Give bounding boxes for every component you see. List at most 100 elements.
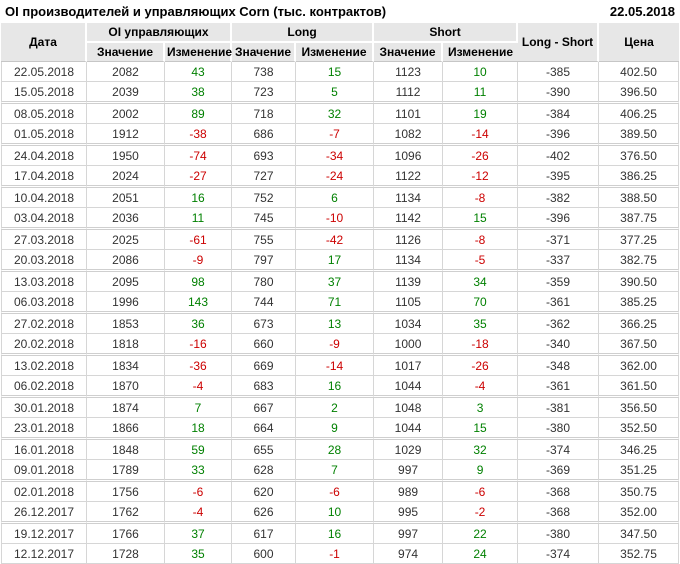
oi-change-cell: -36 xyxy=(165,356,233,376)
price-cell: 352.00 xyxy=(599,502,680,524)
long-change-cell: -10 xyxy=(296,208,375,230)
short-change-cell: -26 xyxy=(443,356,519,376)
oi-change-cell: 11 xyxy=(165,208,233,230)
price-cell: 361.50 xyxy=(599,376,680,398)
oi-value-cell: 2086 xyxy=(87,250,165,272)
table-row: 22.05.2018 2082 43 738 15 1123 10 -385 402.50 xyxy=(1,62,680,82)
oi-value-cell: 1762 xyxy=(87,502,165,524)
oi-change-cell: -9 xyxy=(165,250,233,272)
short-value-cell: 1029 xyxy=(374,440,444,460)
long-change-cell: -42 xyxy=(296,230,375,250)
column-header-short-change: Изменение xyxy=(443,43,519,62)
short-value-cell: 1122 xyxy=(374,166,444,188)
oi-change-cell: -38 xyxy=(165,124,233,146)
long-change-cell: -34 xyxy=(296,146,375,166)
price-cell: 367.50 xyxy=(599,334,680,356)
short-value-cell: 1044 xyxy=(374,376,444,398)
table-row: 06.02.2018 1870 -4 683 16 1044 -4 -361 361.50 xyxy=(1,376,680,398)
price-cell: 351.25 xyxy=(599,460,680,482)
price-cell: 352.75 xyxy=(599,544,680,564)
long-short-cell: -374 xyxy=(518,544,600,564)
long-change-cell: -1 xyxy=(296,544,375,564)
oi-value-cell: 2036 xyxy=(87,208,165,230)
date-cell: 09.01.2018 xyxy=(1,460,87,482)
long-value-cell: 673 xyxy=(232,314,297,334)
long-short-cell: -361 xyxy=(518,292,600,314)
table-body: 22.05.2018 2082 43 738 15 1123 10 -385 402.50 15.… xyxy=(1,62,680,564)
price-cell: 387.75 xyxy=(599,208,680,230)
short-value-cell: 1096 xyxy=(374,146,444,166)
oi-value-cell: 2095 xyxy=(87,272,165,292)
long-value-cell: 727 xyxy=(232,166,297,188)
short-change-cell: -6 xyxy=(443,482,519,502)
short-change-cell: 32 xyxy=(443,440,519,460)
long-value-cell: 628 xyxy=(232,460,297,482)
column-header-short-value: Значение xyxy=(374,43,444,62)
long-short-cell: -368 xyxy=(518,482,600,502)
long-value-cell: 693 xyxy=(232,146,297,166)
oi-value-cell: 2025 xyxy=(87,230,165,250)
page-title: OI производителей и управляющих Corn (ты… xyxy=(5,4,387,19)
short-value-cell: 997 xyxy=(374,524,444,544)
date-cell: 19.12.2017 xyxy=(1,524,87,544)
column-header-long-short: Long - Short xyxy=(518,23,600,62)
oi-change-cell: 38 xyxy=(165,82,233,104)
long-value-cell: 683 xyxy=(232,376,297,398)
price-cell: 406.25 xyxy=(599,104,680,124)
short-change-cell: 35 xyxy=(443,314,519,334)
short-value-cell: 974 xyxy=(374,544,444,564)
price-cell: 376.50 xyxy=(599,146,680,166)
price-cell: 386.25 xyxy=(599,166,680,188)
short-change-cell: 70 xyxy=(443,292,519,314)
oi-change-cell: 7 xyxy=(165,398,233,418)
long-value-cell: 797 xyxy=(232,250,297,272)
short-change-cell: 10 xyxy=(443,62,519,82)
oi-change-cell: 37 xyxy=(165,524,233,544)
long-value-cell: 745 xyxy=(232,208,297,230)
long-change-cell: 16 xyxy=(296,376,375,398)
long-short-cell: -382 xyxy=(518,188,600,208)
long-short-cell: -374 xyxy=(518,440,600,460)
oi-change-cell: -4 xyxy=(165,376,233,398)
table-row: 13.02.2018 1834 -36 669 -14 1017 -26 -348 362.00 xyxy=(1,356,680,376)
cot-table: Дата OI управляющих Long Short Long - Sh… xyxy=(1,23,680,564)
long-short-cell: -362 xyxy=(518,314,600,334)
table-row: 26.12.2017 1762 -4 626 10 995 -2 -368 352.00 xyxy=(1,502,680,524)
long-short-cell: -359 xyxy=(518,272,600,292)
long-value-cell: 660 xyxy=(232,334,297,356)
short-change-cell: 15 xyxy=(443,208,519,230)
long-change-cell: 6 xyxy=(296,188,375,208)
short-value-cell: 989 xyxy=(374,482,444,502)
table-row: 10.04.2018 2051 16 752 6 1134 -8 -382 388.50 xyxy=(1,188,680,208)
date-cell: 06.02.2018 xyxy=(1,376,87,398)
column-header-oi-value: Значение xyxy=(87,43,165,62)
short-value-cell: 1017 xyxy=(374,356,444,376)
price-cell: 382.75 xyxy=(599,250,680,272)
price-cell: 350.75 xyxy=(599,482,680,502)
date-cell: 02.01.2018 xyxy=(1,482,87,502)
oi-change-cell: -16 xyxy=(165,334,233,356)
long-value-cell: 664 xyxy=(232,418,297,440)
short-change-cell: -4 xyxy=(443,376,519,398)
short-value-cell: 1101 xyxy=(374,104,444,124)
price-cell: 356.50 xyxy=(599,398,680,418)
oi-change-cell: 143 xyxy=(165,292,233,314)
long-change-cell: 13 xyxy=(296,314,375,334)
column-header-long-value: Значение xyxy=(232,43,297,62)
short-value-cell: 1000 xyxy=(374,334,444,356)
short-change-cell: 22 xyxy=(443,524,519,544)
table-row: 01.05.2018 1912 -38 686 -7 1082 -14 -396 389.50 xyxy=(1,124,680,146)
long-change-cell: 37 xyxy=(296,272,375,292)
table-row: 19.12.2017 1766 37 617 16 997 22 -380 347.50 xyxy=(1,524,680,544)
oi-value-cell: 1866 xyxy=(87,418,165,440)
long-change-cell: -9 xyxy=(296,334,375,356)
price-cell: 366.25 xyxy=(599,314,680,334)
long-value-cell: 667 xyxy=(232,398,297,418)
short-change-cell: 3 xyxy=(443,398,519,418)
oi-value-cell: 1996 xyxy=(87,292,165,314)
long-value-cell: 718 xyxy=(232,104,297,124)
table-row: 06.03.2018 1996 143 744 71 1105 70 -361 385.25 xyxy=(1,292,680,314)
title-bar: OI производителей и управляющих Corn (ты… xyxy=(0,0,680,23)
short-value-cell: 1082 xyxy=(374,124,444,146)
short-value-cell: 1123 xyxy=(374,62,444,82)
